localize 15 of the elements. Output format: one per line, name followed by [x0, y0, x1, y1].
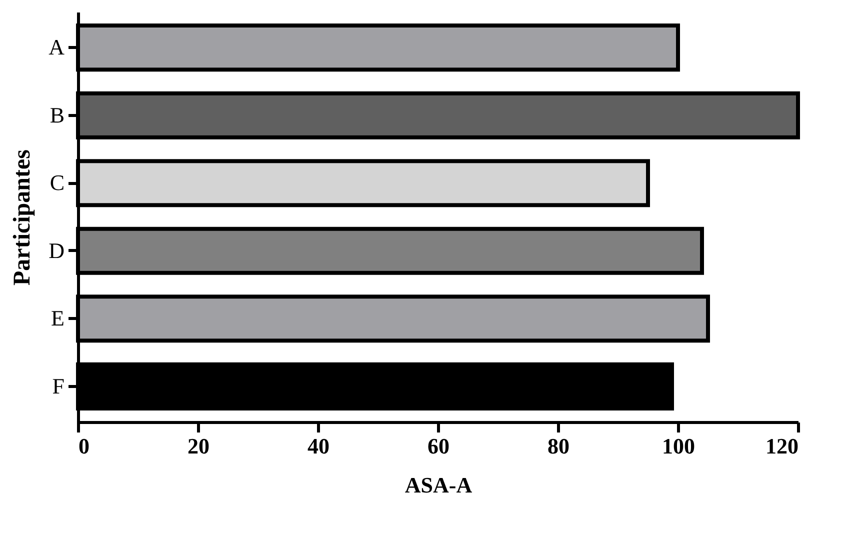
y-axis-title: Participantes	[10, 150, 36, 286]
y-tick-label: C	[50, 170, 64, 196]
x-axis-title: ASA-A	[404, 472, 472, 498]
y-tick-label: E	[51, 306, 64, 331]
y-tick-label: B	[50, 102, 64, 128]
y-tick-label: A	[48, 34, 65, 60]
x-tick-label: 120	[766, 434, 798, 458]
x-tick-label: 100	[662, 434, 695, 458]
x-tick-label: 20	[188, 434, 210, 458]
y-tick-label: D	[48, 238, 64, 263]
x-tick-label: 0	[78, 434, 90, 458]
x-tick-label: 60	[428, 434, 450, 458]
x-tick-label: 40	[308, 434, 330, 458]
x-tick-label: 80	[548, 434, 570, 458]
y-tick-label: F	[52, 373, 64, 398]
